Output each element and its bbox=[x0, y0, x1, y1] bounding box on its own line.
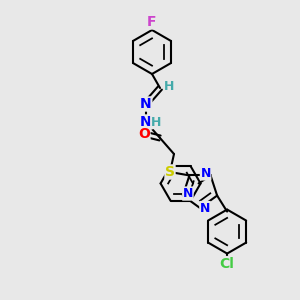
Text: O: O bbox=[138, 127, 150, 141]
Text: N: N bbox=[140, 115, 152, 129]
Text: N: N bbox=[140, 97, 152, 111]
Text: S: S bbox=[165, 165, 175, 179]
Text: Cl: Cl bbox=[220, 256, 235, 271]
Text: N: N bbox=[183, 187, 193, 200]
Text: H: H bbox=[164, 80, 174, 92]
Text: H: H bbox=[151, 116, 161, 128]
Text: F: F bbox=[147, 15, 157, 29]
Text: N: N bbox=[200, 202, 210, 214]
Text: N: N bbox=[200, 167, 211, 180]
